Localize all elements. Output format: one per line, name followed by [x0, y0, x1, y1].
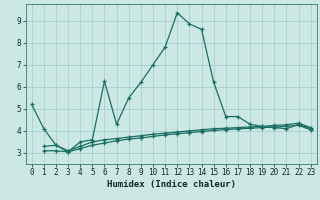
X-axis label: Humidex (Indice chaleur): Humidex (Indice chaleur)	[107, 180, 236, 189]
